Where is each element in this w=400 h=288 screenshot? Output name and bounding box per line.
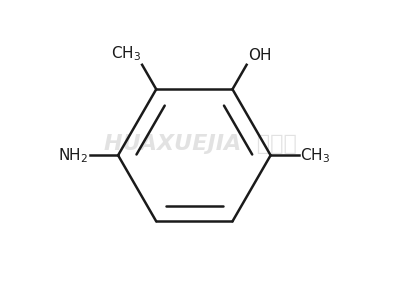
Text: OH: OH (248, 48, 272, 63)
Text: HUAXUEJIA  化学加: HUAXUEJIA 化学加 (104, 134, 296, 154)
Text: CH$_3$: CH$_3$ (110, 45, 141, 63)
Text: NH$_2$: NH$_2$ (58, 146, 88, 165)
Text: CH$_3$: CH$_3$ (300, 146, 330, 165)
